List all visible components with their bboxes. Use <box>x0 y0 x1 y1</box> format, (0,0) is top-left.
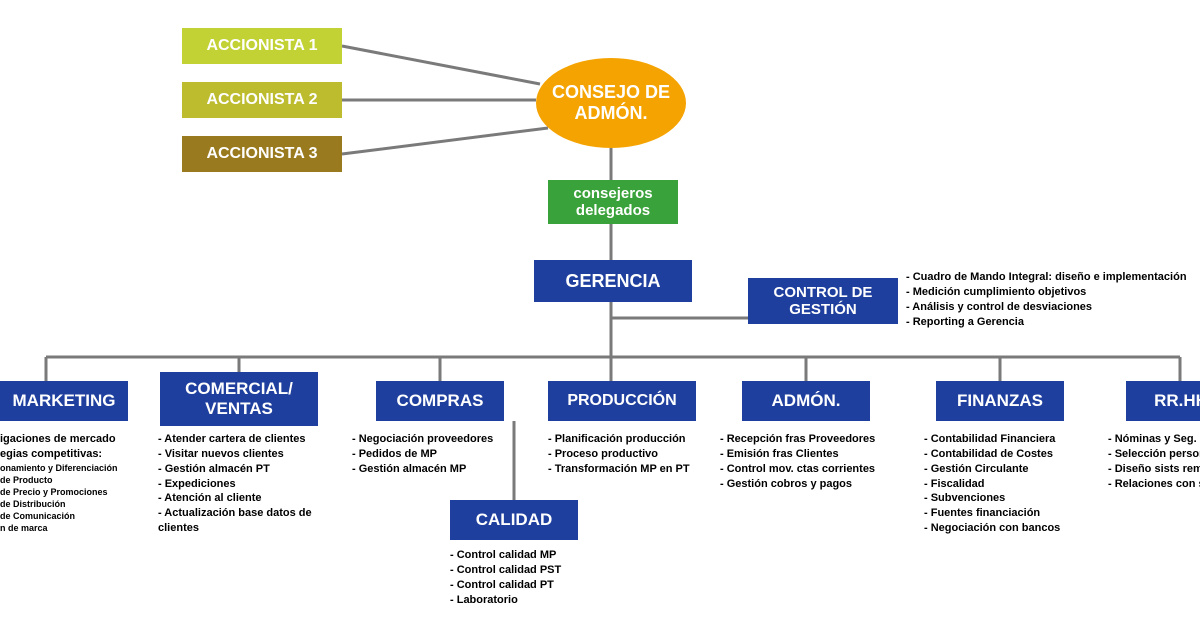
bullet-item: - Proceso productivo <box>548 447 728 462</box>
bullet-item: de Producto <box>0 474 150 486</box>
node-label: CALIDAD <box>476 510 553 530</box>
bullet-item: - Negociación proveedores <box>352 432 532 447</box>
bullet-item: de Distribución <box>0 498 150 510</box>
node-marketing: MARKETING <box>0 381 128 421</box>
bullet-item: - Control calidad PT <box>450 578 620 593</box>
node-label: ACCIONISTA 3 <box>206 145 317 163</box>
bullet-item: - Negociación con bancos <box>924 521 1114 536</box>
bullet-item: - Gestión Circulante <box>924 462 1114 477</box>
bullet-item: - Gestión almacén MP <box>352 462 532 477</box>
bullets-compras: - Negociación proveedores- Pedidos de MP… <box>352 432 532 477</box>
node-control: CONTROL DE GESTIÓN <box>748 278 898 324</box>
bullet-item: egias competitivas: <box>0 447 150 462</box>
bullet-item: - Gestión cobros y pagos <box>720 477 920 492</box>
node-consejeros: consejeros delegados <box>548 180 678 224</box>
bullet-item: - Selección person <box>1108 447 1200 462</box>
bullet-item: - Planificación producción <box>548 432 728 447</box>
bullets-calidad: - Control calidad MP- Control calidad PS… <box>450 548 620 607</box>
connector <box>342 128 548 154</box>
bullet-item: - Laboratorio <box>450 593 620 608</box>
node-label: CONSEJO DE ADMÓN. <box>542 82 680 123</box>
node-gerencia: GERENCIA <box>534 260 692 302</box>
bullet-item: - Actualización base datos de clientes <box>158 506 346 536</box>
bullet-item: de Comunicación <box>0 510 150 522</box>
bullet-item: - Reporting a Gerencia <box>906 315 1198 330</box>
org-chart-canvas: ACCIONISTA 1 ACCIONISTA 2 ACCIONISTA 3 CONS… <box>0 0 1200 630</box>
bullet-item: - Relaciones con si <box>1108 477 1200 492</box>
node-produccion: PRODUCCIÓN <box>548 381 696 421</box>
node-rrhh: RR.HH <box>1126 381 1200 421</box>
node-label: FINANZAS <box>957 391 1043 411</box>
node-label: COMERCIAL/ VENTAS <box>166 379 312 418</box>
bullet-item: - Visitar nuevos clientes <box>158 447 346 462</box>
node-label: GERENCIA <box>565 271 660 292</box>
node-label: RR.HH <box>1154 391 1200 411</box>
bullets-rrhh: - Nóminas y Seg. S- Selección person- Di… <box>1108 432 1200 491</box>
node-label: PRODUCCIÓN <box>567 392 676 410</box>
node-consejo: CONSEJO DE ADMÓN. <box>536 58 686 148</box>
node-accionista3: ACCIONISTA 3 <box>182 136 342 172</box>
node-label: CONTROL DE GESTIÓN <box>754 284 892 319</box>
bullets-control: - Cuadro de Mando Integral: diseño e imp… <box>906 270 1198 329</box>
bullet-item: - Control calidad MP <box>450 548 620 563</box>
bullet-item: - Contabilidad Financiera <box>924 432 1114 447</box>
bullet-item: - Control mov. ctas corrientes <box>720 462 920 477</box>
bullet-item: - Pedidos de MP <box>352 447 532 462</box>
bullet-item: - Atender cartera de clientes <box>158 432 346 447</box>
bullet-item: - Contabilidad de Costes <box>924 447 1114 462</box>
bullet-item: igaciones de mercado <box>0 432 150 447</box>
node-finanzas: FINANZAS <box>936 381 1064 421</box>
bullet-item: - Control calidad PST <box>450 563 620 578</box>
bullet-item: - Cuadro de Mando Integral: diseño e imp… <box>906 270 1198 285</box>
node-label: ADMÓN. <box>772 391 841 411</box>
node-label: ACCIONISTA 2 <box>206 91 317 109</box>
node-compras: COMPRAS <box>376 381 504 421</box>
node-label: ACCIONISTA 1 <box>206 37 317 55</box>
bullets-marketing: igaciones de mercadoegias competitivas:o… <box>0 432 150 535</box>
bullet-item: - Diseño sists remu <box>1108 462 1200 477</box>
bullet-item: - Nóminas y Seg. S <box>1108 432 1200 447</box>
bullet-item: - Gestión almacén PT <box>158 462 346 477</box>
bullet-item: - Emisión fras Clientes <box>720 447 920 462</box>
bullet-item: - Subvenciones <box>924 491 1114 506</box>
bullet-item: - Medición cumplimiento objetivos <box>906 285 1198 300</box>
bullets-comercial: - Atender cartera de clientes- Visitar n… <box>158 432 346 536</box>
bullets-admon: - Recepción fras Proveedores- Emisión fr… <box>720 432 920 491</box>
node-calidad: CALIDAD <box>450 500 578 540</box>
connector <box>611 302 748 318</box>
bullet-item: - Expediciones <box>158 477 346 492</box>
bullet-item: de Precio y Promociones <box>0 486 150 498</box>
node-accionista1: ACCIONISTA 1 <box>182 28 342 64</box>
node-label: COMPRAS <box>397 391 484 411</box>
node-comercial: COMERCIAL/ VENTAS <box>160 372 318 426</box>
bullet-item: - Transformación MP en PT <box>548 462 728 477</box>
bullet-item: n de marca <box>0 522 150 534</box>
bullets-finanzas: - Contabilidad Financiera- Contabilidad … <box>924 432 1114 536</box>
node-accionista2: ACCIONISTA 2 <box>182 82 342 118</box>
node-admon: ADMÓN. <box>742 381 870 421</box>
bullet-item: - Atención al cliente <box>158 491 346 506</box>
bullet-item: - Fiscalidad <box>924 477 1114 492</box>
node-label: MARKETING <box>13 391 116 411</box>
bullets-produccion: - Planificación producción- Proceso prod… <box>548 432 728 477</box>
bullet-item: - Fuentes financiación <box>924 506 1114 521</box>
bullet-item: onamiento y Diferenciación <box>0 462 150 474</box>
node-label: consejeros delegados <box>554 185 672 220</box>
bullet-item: - Análisis y control de desviaciones <box>906 300 1198 315</box>
bullet-item: - Recepción fras Proveedores <box>720 432 920 447</box>
connector <box>342 46 540 84</box>
